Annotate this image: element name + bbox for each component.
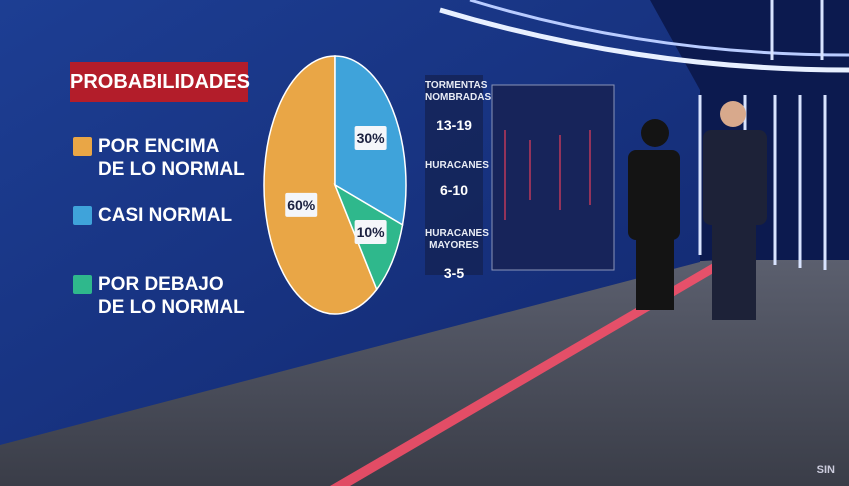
data-label: 30% xyxy=(357,130,386,146)
legend-label: POR DEBAJO DE LO NORMAL xyxy=(98,274,245,318)
legend-label: CASI NORMAL xyxy=(98,205,233,226)
label-box xyxy=(354,220,387,245)
data-label: 10% xyxy=(357,224,386,240)
label-box xyxy=(354,125,387,150)
stat-value: 6-10 xyxy=(439,182,469,198)
stat-label: HURACANES xyxy=(425,160,489,171)
legend-swatch xyxy=(73,206,92,225)
label-box xyxy=(285,192,318,217)
pie-slice xyxy=(263,55,378,315)
chart-title: PROBABILIDADES xyxy=(70,62,250,102)
stat-label: TORMENTAS NOMBRADAS xyxy=(425,80,492,103)
legend-label: POR ENCIMA DE LO NORMAL xyxy=(98,136,245,180)
legend-swatch xyxy=(73,275,92,294)
stat-value: 3-5 xyxy=(443,265,465,281)
data-label: 60% xyxy=(287,197,316,213)
stat-value: 13-19 xyxy=(436,117,472,133)
logo: SIN xyxy=(816,464,835,476)
stat-label: HURACANES MAYORES xyxy=(425,228,489,251)
legend-swatch xyxy=(73,137,92,156)
